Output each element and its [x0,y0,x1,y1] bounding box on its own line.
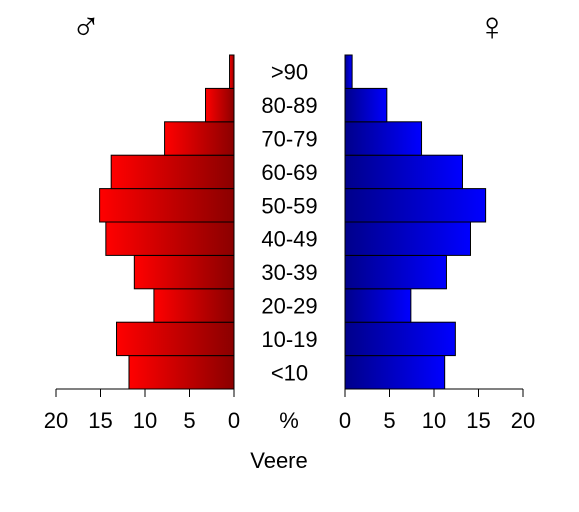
age-label-4: 40-49 [261,227,317,252]
male-bar-3 [133,254,235,290]
age-label-7: 70-79 [261,127,317,152]
unit-label: % [279,408,299,433]
female-bar-1 [344,321,456,357]
female-bar-4 [344,221,471,256]
female-bar-6 [344,154,463,190]
female-tick-label-1: 5 [383,408,395,433]
male-bar-2 [153,288,235,323]
age-label-5: 50-59 [261,193,317,218]
age-label-8: 80-89 [261,93,317,118]
male-tick-label-4: 0 [228,408,240,433]
female-tick-label-3: 15 [466,408,490,433]
female-bar-9 [344,54,353,89]
age-label-9: >90 [271,60,308,85]
male-bar-4 [105,221,235,256]
male-tick-label-1: 15 [88,408,112,433]
male-x-axis: 20 15 10 5 0 [44,388,240,433]
male-bars [99,54,235,390]
age-label-0: <10 [271,360,308,385]
male-bar-7 [164,121,235,156]
female-tick-label-2: 10 [422,408,446,433]
female-bar-0 [344,355,446,390]
female-bar-7 [344,121,423,156]
male-tick-label-2: 10 [133,408,157,433]
female-bar-8 [344,87,388,123]
female-symbol-icon: ♀ [477,5,507,49]
male-symbol-icon: ♂ [71,5,101,49]
age-label-6: 60-69 [261,160,317,185]
male-bar-0 [128,355,235,390]
female-x-axis: 0 5 10 15 20 [339,388,535,433]
female-bar-2 [344,288,412,323]
female-bar-5 [344,188,487,223]
female-tick-label-4: 20 [511,408,535,433]
male-bar-1 [116,321,235,357]
age-label-1: 10-19 [261,327,317,352]
age-label-2: 20-29 [261,294,317,319]
age-group-labels: <10 10-19 20-29 30-39 40-49 50-59 60-69 70-79 80… [261,60,317,386]
female-bars [344,54,487,390]
male-bar-8 [205,87,235,123]
chart-title: Veere [250,448,308,473]
male-bar-5 [99,188,235,223]
male-bar-6 [110,154,235,190]
female-tick-label-0: 0 [339,408,351,433]
age-label-3: 30-39 [261,260,317,285]
male-tick-label-3: 5 [183,408,195,433]
male-bar-9 [229,54,235,89]
female-bar-3 [344,254,447,290]
male-tick-label-0: 20 [44,408,68,433]
